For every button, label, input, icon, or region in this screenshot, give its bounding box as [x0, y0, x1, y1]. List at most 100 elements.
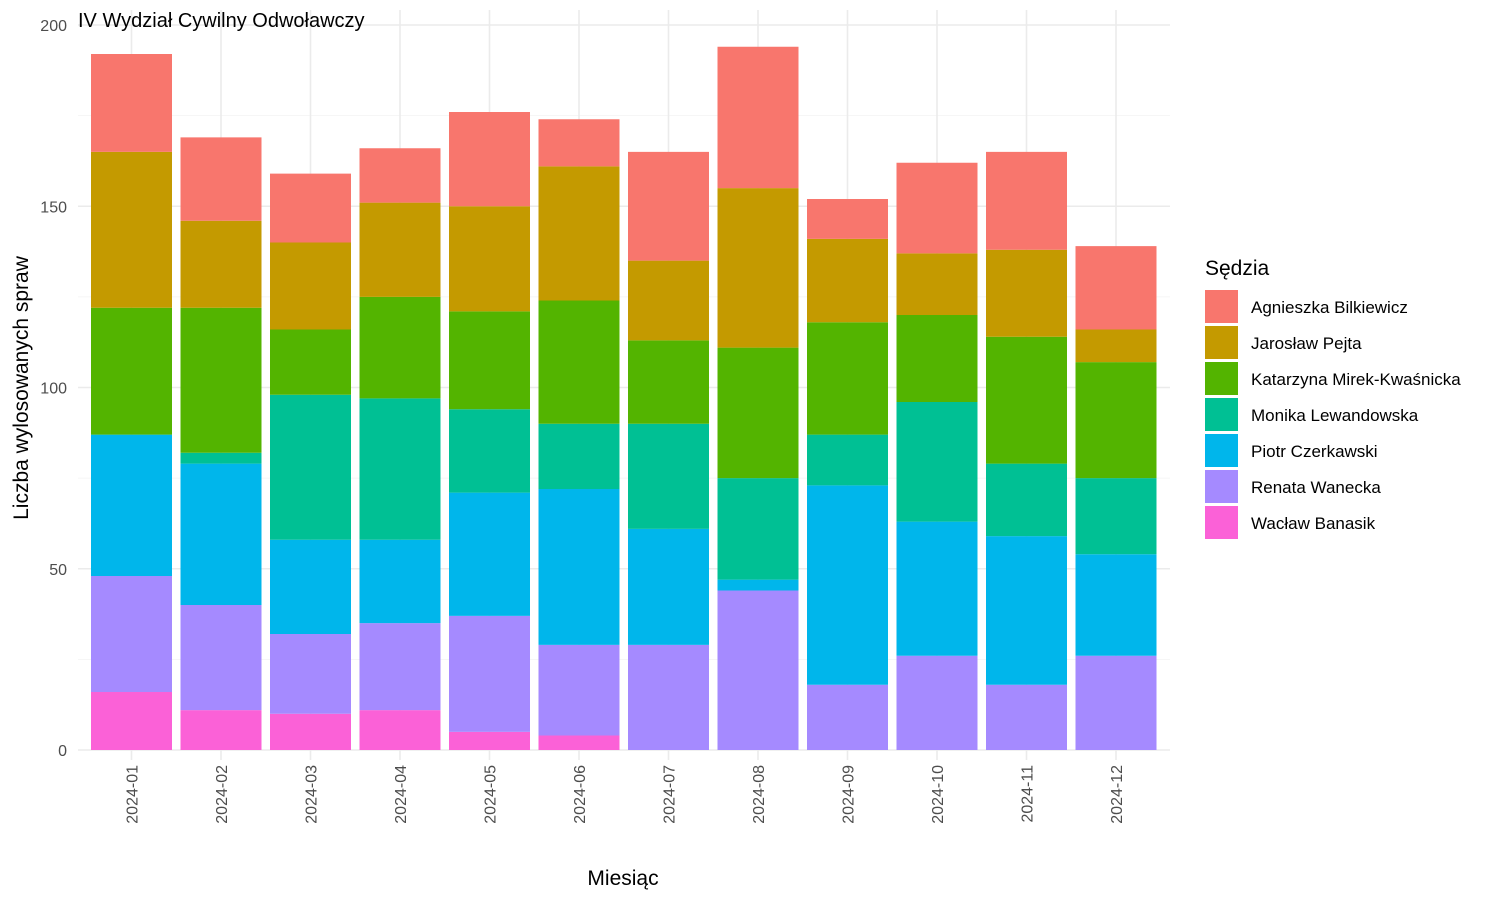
bar-segment — [91, 576, 172, 692]
bar-segment — [717, 579, 799, 591]
bars — [91, 46, 1157, 750]
x-tick-label: 2024-04 — [393, 765, 410, 824]
bar-segment — [449, 492, 530, 616]
bar-segment — [1075, 362, 1157, 479]
x-tick-label: 2024-05 — [483, 765, 500, 824]
legend-label: Piotr Czerkawski — [1251, 442, 1378, 461]
bar-segment — [896, 521, 978, 656]
bar-segment — [538, 119, 620, 167]
legend-label: Katarzyna Mirek-Kwaśnicka — [1251, 370, 1461, 389]
y-tick-label: 150 — [40, 199, 67, 216]
bar-segment — [359, 148, 441, 203]
bar-segment — [449, 409, 530, 493]
bar-segment — [628, 528, 709, 645]
x-tick-label: 2024-03 — [304, 765, 321, 824]
y-tick-label: 200 — [40, 18, 67, 35]
bar-segment — [807, 199, 888, 239]
bar-segment — [270, 173, 351, 243]
x-tick-label: 2024-06 — [572, 765, 589, 824]
x-tick-label: 2024-10 — [930, 765, 947, 824]
bar-segment — [986, 336, 1067, 464]
bar-segment — [986, 463, 1067, 537]
bar-segment — [270, 329, 351, 395]
legend-swatch — [1205, 362, 1238, 395]
legend-swatch — [1205, 398, 1238, 431]
bar-segment — [538, 735, 620, 750]
bar-segment — [270, 634, 351, 714]
bar-segment — [986, 536, 1067, 685]
bar-segment — [807, 684, 888, 750]
bar-segment — [270, 394, 351, 540]
bar-segment — [807, 238, 888, 323]
y-axis-ticks: 0 50 100 150 200 — [40, 18, 67, 760]
bar-segment — [628, 260, 709, 341]
bar-segment — [807, 485, 888, 685]
bar-segment — [717, 46, 799, 189]
bar-segment — [807, 434, 888, 486]
bar-segment — [359, 202, 441, 297]
bar-segment — [180, 220, 262, 308]
bar-segment — [717, 478, 799, 580]
bar-segment — [628, 644, 709, 750]
legend-swatch — [1205, 326, 1238, 359]
bar-segment — [449, 615, 530, 732]
legend-item: Renata Wanecka — [1205, 470, 1381, 503]
legend-label: Monika Lewandowska — [1251, 406, 1419, 425]
bar-segment — [986, 151, 1067, 250]
bar-segment — [449, 112, 530, 207]
x-tick-label: 2024-01 — [125, 765, 142, 824]
legend: Sędzia Agnieszka Bilkiewicz Jarosław Pejt… — [1205, 257, 1461, 539]
bar-segment — [538, 644, 620, 736]
bar-segment — [717, 347, 799, 479]
x-tick-label: 2024-08 — [751, 765, 768, 824]
bar-segment — [896, 655, 978, 750]
bar-segment — [270, 713, 351, 750]
legend-items: Agnieszka Bilkiewicz Jarosław Pejta Katarz… — [1205, 290, 1461, 539]
x-tick-label: 2024-07 — [662, 765, 679, 824]
bar-segment — [270, 539, 351, 634]
legend-label: Jarosław Pejta — [1251, 334, 1362, 353]
bar-segment — [538, 489, 620, 645]
bar-segment — [91, 307, 172, 435]
bar-segment — [1075, 329, 1157, 363]
x-tick-label: 2024-12 — [1109, 765, 1126, 824]
bar-segment — [359, 398, 441, 540]
legend-item: Agnieszka Bilkiewicz — [1205, 290, 1408, 323]
chart-title: IV Wydział Cywilny Odwoławczy — [78, 10, 365, 32]
legend-swatch — [1205, 434, 1238, 467]
bar-segment — [986, 249, 1067, 337]
legend-label: Wacław Banasik — [1251, 514, 1376, 533]
bar-segment — [359, 296, 441, 399]
bar-segment — [538, 300, 620, 424]
legend-title: Sędzia — [1205, 257, 1270, 280]
y-tick-label: 0 — [58, 743, 67, 760]
bar-segment — [1075, 246, 1157, 330]
bar-segment — [1075, 554, 1157, 656]
bar-segment — [896, 315, 978, 402]
bar-segment — [180, 463, 262, 605]
bar-segment — [538, 166, 620, 301]
bar-segment — [359, 623, 441, 711]
bar-segment — [449, 206, 530, 312]
x-tick-label: 2024-11 — [1020, 765, 1037, 823]
bar-segment — [180, 452, 262, 464]
legend-label: Agnieszka Bilkiewicz — [1251, 298, 1408, 317]
bar-segment — [359, 710, 441, 750]
bar-segment — [1075, 478, 1157, 555]
legend-swatch — [1205, 506, 1238, 539]
bar-segment — [270, 242, 351, 330]
bar-segment — [538, 423, 620, 489]
bar-segment — [628, 151, 709, 261]
bar-segment — [628, 340, 709, 424]
bar-segment — [807, 322, 888, 435]
legend-item: Katarzyna Mirek-Kwaśnicka — [1205, 362, 1461, 395]
legend-label: Renata Wanecka — [1251, 478, 1381, 497]
bar-segment — [717, 590, 799, 750]
bar-segment — [359, 539, 441, 624]
bar-segment — [717, 188, 799, 348]
bar-segment — [91, 434, 172, 576]
y-tick-label: 50 — [49, 562, 67, 579]
bar-segment — [180, 605, 262, 711]
bar-segment — [91, 692, 172, 750]
